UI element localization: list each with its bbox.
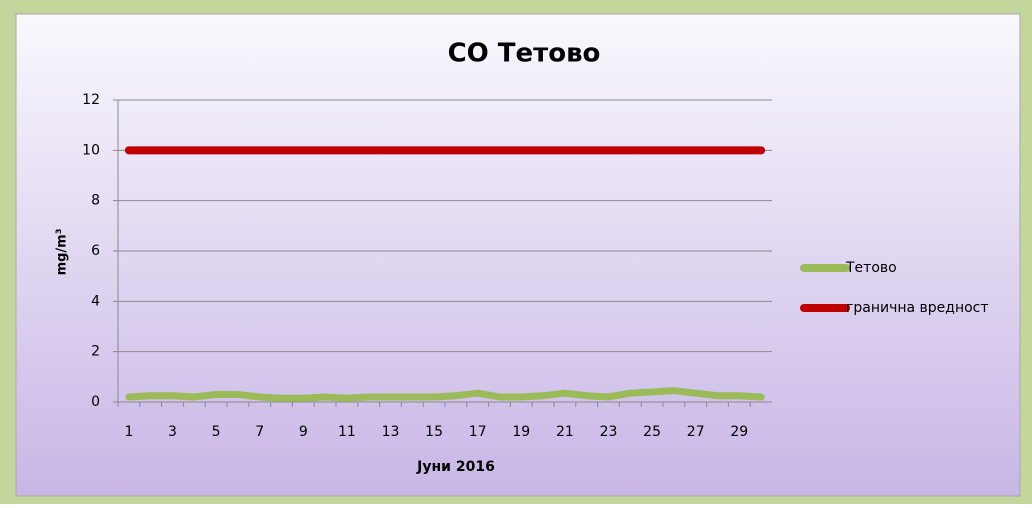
x-tick-label: 23 bbox=[600, 424, 618, 440]
chart-title: CO Тетово bbox=[448, 39, 601, 69]
x-tick-label: 17 bbox=[469, 424, 487, 440]
y-axis-label: mg/m³ bbox=[55, 229, 70, 276]
y-tick-label: 2 bbox=[91, 344, 100, 360]
x-tick-label: 27 bbox=[687, 424, 705, 440]
x-tick-label: 5 bbox=[212, 424, 221, 440]
y-tick-label: 0 bbox=[91, 394, 100, 410]
y-tick-label: 12 bbox=[82, 92, 100, 108]
panel bbox=[15, 13, 1021, 497]
x-tick-label: 21 bbox=[556, 424, 574, 440]
y-tick-label: 8 bbox=[91, 193, 100, 209]
x-tick-label: 13 bbox=[382, 424, 400, 440]
x-tick-label: 3 bbox=[168, 424, 177, 440]
x-tick-label: 9 bbox=[299, 424, 308, 440]
x-tick-label: 19 bbox=[512, 424, 530, 440]
x-tick-label: 25 bbox=[643, 424, 661, 440]
x-axis-label: Јуни 2016 bbox=[416, 459, 495, 475]
y-tick-label: 4 bbox=[91, 293, 100, 309]
x-tick-label: 1 bbox=[124, 424, 133, 440]
legend-label: Тетово bbox=[845, 260, 897, 276]
x-tick-label: 7 bbox=[255, 424, 264, 440]
x-tick-label: 15 bbox=[425, 424, 443, 440]
x-tick-label: 11 bbox=[338, 424, 356, 440]
y-tick-label: 10 bbox=[82, 142, 100, 158]
legend-label: гранична вредност bbox=[846, 300, 989, 316]
x-tick-label: 29 bbox=[730, 424, 748, 440]
series-line bbox=[125, 387, 765, 402]
y-tick-label: 6 bbox=[91, 243, 100, 259]
